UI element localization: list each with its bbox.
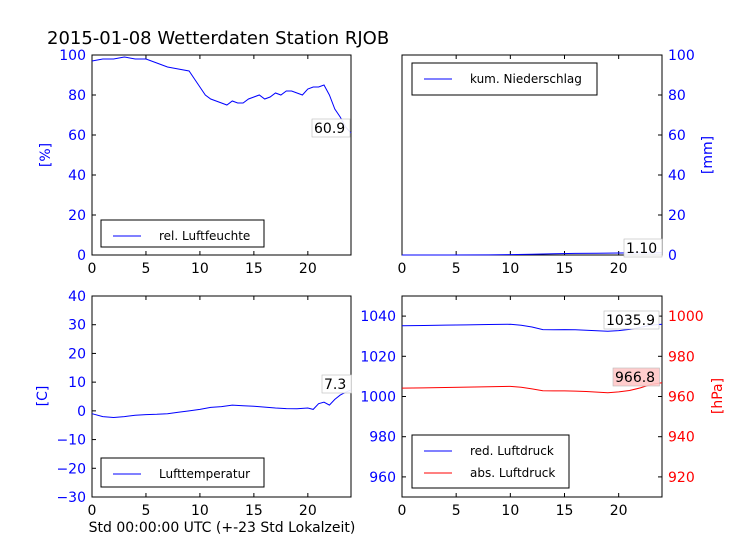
x-tick-label: 20 [610, 503, 628, 519]
annotation-label: 7.3 [324, 377, 346, 393]
y-tick-label: 1040 [360, 309, 396, 325]
series-line [91, 56, 352, 134]
plot-panel-1: 0 5 10 15 20 0 20 40 60 80 100 [%] rel. Luftfeuchte 6… [38, 48, 352, 277]
x-tick-label: 10 [501, 503, 519, 519]
y-tick-label: 980 [668, 349, 695, 365]
y-tick-label: 20 [668, 208, 686, 224]
y-tick-label: 60 [68, 128, 86, 144]
y-tick-label: 20 [68, 346, 86, 362]
figure-title: 2015-01-08 Wetterdaten Station RJOB [47, 28, 389, 49]
annotation-box [311, 118, 351, 138]
y-tick-label: 940 [668, 430, 695, 446]
x-axis-label: Std 00:00:00 UTC (+-23 Std Lokalzeit) [89, 520, 356, 536]
y-tick-label: 0 [668, 248, 677, 264]
series-line [91, 389, 352, 419]
plot-frame [91, 295, 352, 498]
y-axis-label: [mm] [700, 136, 716, 174]
x-tick-label: 15 [556, 503, 574, 519]
y-tick-label: 10 [68, 375, 86, 391]
annotation-box [612, 367, 660, 387]
y-tick-label: 40 [668, 168, 686, 184]
plot-panel-4: 0 5 10 15 20 960 980 1000 1020 1040 920 940 960 980 10… [360, 295, 726, 519]
annotation-box [623, 238, 663, 258]
annotation-label: 966.8 [615, 370, 655, 386]
y-tick-label: 20 [68, 208, 86, 224]
x-tick-label: 20 [610, 261, 628, 277]
x-tick-label: 5 [141, 503, 150, 519]
annotation-label: 1.10 [626, 241, 657, 257]
y-tick-label: 100 [668, 48, 695, 64]
legend-label: abs. Luftdruck [470, 466, 555, 480]
x-tick-label: 10 [191, 503, 209, 519]
plot-frame [91, 54, 352, 256]
annotation-label: 1035.9 [606, 313, 655, 329]
x-tick-label: 15 [556, 261, 574, 277]
plot-panel-2: 0 5 10 15 20 0 20 40 60 80 100 [mm] kum. Niederschla… [398, 48, 716, 277]
series-line [401, 323, 663, 332]
x-tick-label: 15 [245, 261, 263, 277]
y-tick-label: 960 [369, 470, 396, 486]
y-tick-label: −10 [56, 433, 86, 449]
y-tick-label: 40 [68, 289, 86, 305]
y-axis-label: [hPa] [710, 378, 726, 414]
y-tick-label: 980 [369, 430, 396, 446]
y-tick-label: 1020 [360, 349, 396, 365]
y-tick-label: 40 [68, 168, 86, 184]
plot-panel-3: 0 5 10 15 20 −30 −20 −10 0 10 20 30 40 [C] Lufttempera… [35, 289, 352, 519]
x-tick-label: 20 [299, 503, 317, 519]
series-line [401, 382, 663, 394]
x-tick-label: 10 [191, 261, 209, 277]
x-tick-label: 0 [398, 261, 407, 277]
x-tick-label: 0 [398, 503, 407, 519]
x-tick-label: 20 [299, 261, 317, 277]
y-axis-label: [%] [38, 143, 54, 167]
y-tick-label: 60 [668, 128, 686, 144]
plot-frame [401, 54, 663, 256]
x-tick-label: 10 [501, 261, 519, 277]
legend-label: Lufttemperatur [159, 467, 250, 481]
legend-box [100, 219, 265, 248]
annotation-label: 60.9 [314, 121, 345, 137]
legend-label: red. Luftdruck [470, 444, 554, 458]
x-tick-label: 5 [141, 261, 150, 277]
x-tick-label: 5 [452, 503, 461, 519]
y-tick-label: 80 [68, 88, 86, 104]
y-tick-label: 920 [668, 470, 695, 486]
y-tick-label: −20 [56, 461, 86, 477]
annotation-box [321, 374, 352, 394]
x-tick-label: 0 [88, 261, 97, 277]
x-tick-label: 5 [452, 261, 461, 277]
x-tick-label: 0 [88, 503, 97, 519]
legend-label: kum. Niederschlag [470, 72, 582, 86]
legend-box [411, 434, 570, 489]
y-tick-label: 0 [77, 404, 86, 420]
y-tick-label: 0 [77, 248, 86, 264]
y-tick-label: 960 [668, 390, 695, 406]
y-axis-label: [C] [35, 386, 51, 407]
y-tick-label: 100 [59, 48, 86, 64]
x-tick-label: 15 [245, 503, 263, 519]
annotation-box [603, 310, 660, 330]
y-tick-label: 30 [68, 318, 86, 334]
legend-label: rel. Luftfeuchte [159, 229, 250, 243]
y-tick-label: −30 [56, 490, 86, 506]
y-tick-label: 1000 [668, 309, 704, 325]
y-tick-label: 80 [668, 88, 686, 104]
legend-box [100, 457, 265, 488]
y-tick-label: 1000 [360, 390, 396, 406]
